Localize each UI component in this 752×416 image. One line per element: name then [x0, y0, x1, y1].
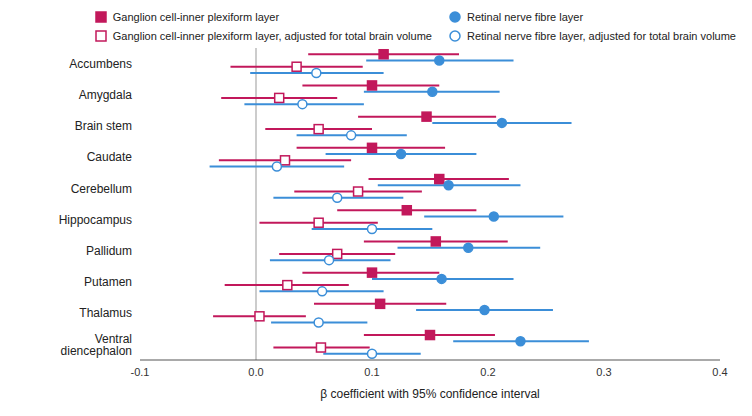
svg-text:Pallidum: Pallidum [86, 244, 132, 258]
svg-text:Brain stem: Brain stem [75, 119, 132, 133]
svg-text:Cerebellum: Cerebellum [71, 182, 132, 196]
svg-text:Thalamus: Thalamus [79, 306, 132, 320]
html-text:Ganglion cell-inner plexiform: Ganglion cell-inner plexiform layer [112, 10, 280, 23]
svg-text:0.0: 0.0 [248, 366, 263, 378]
svg-text:0.4: 0.4 [712, 366, 727, 378]
svg-text:Ventraldiencephalon: Ventraldiencephalon [61, 332, 132, 358]
svg-text:Amygdala: Amygdala [79, 88, 133, 102]
svg-text:Putamen: Putamen [84, 275, 132, 289]
html-text:Retinal nerve fibre layer, adj: Retinal nerve fibre layer, adjusted for … [467, 29, 736, 42]
html-text:Retinal nerve fibre layer: Retinal nerve fibre layer [467, 10, 584, 23]
svg-text:0.2: 0.2 [480, 366, 495, 378]
svg-text:Caudate: Caudate [87, 150, 133, 164]
svg-text:Hippocampus: Hippocampus [59, 213, 132, 227]
svg-text:0.1: 0.1 [364, 366, 379, 378]
svg-text:Accumbens: Accumbens [69, 57, 132, 71]
svg-text:0.3: 0.3 [596, 366, 611, 378]
html-text:Ganglion cell-inner plexiform: Ganglion cell-inner plexiform layer, adj… [112, 29, 432, 42]
svg-text:-0.1: -0.1 [131, 366, 150, 378]
svg-text:β coefficient with 95% confide: β coefficient with 95% confidence interv… [320, 387, 539, 401]
